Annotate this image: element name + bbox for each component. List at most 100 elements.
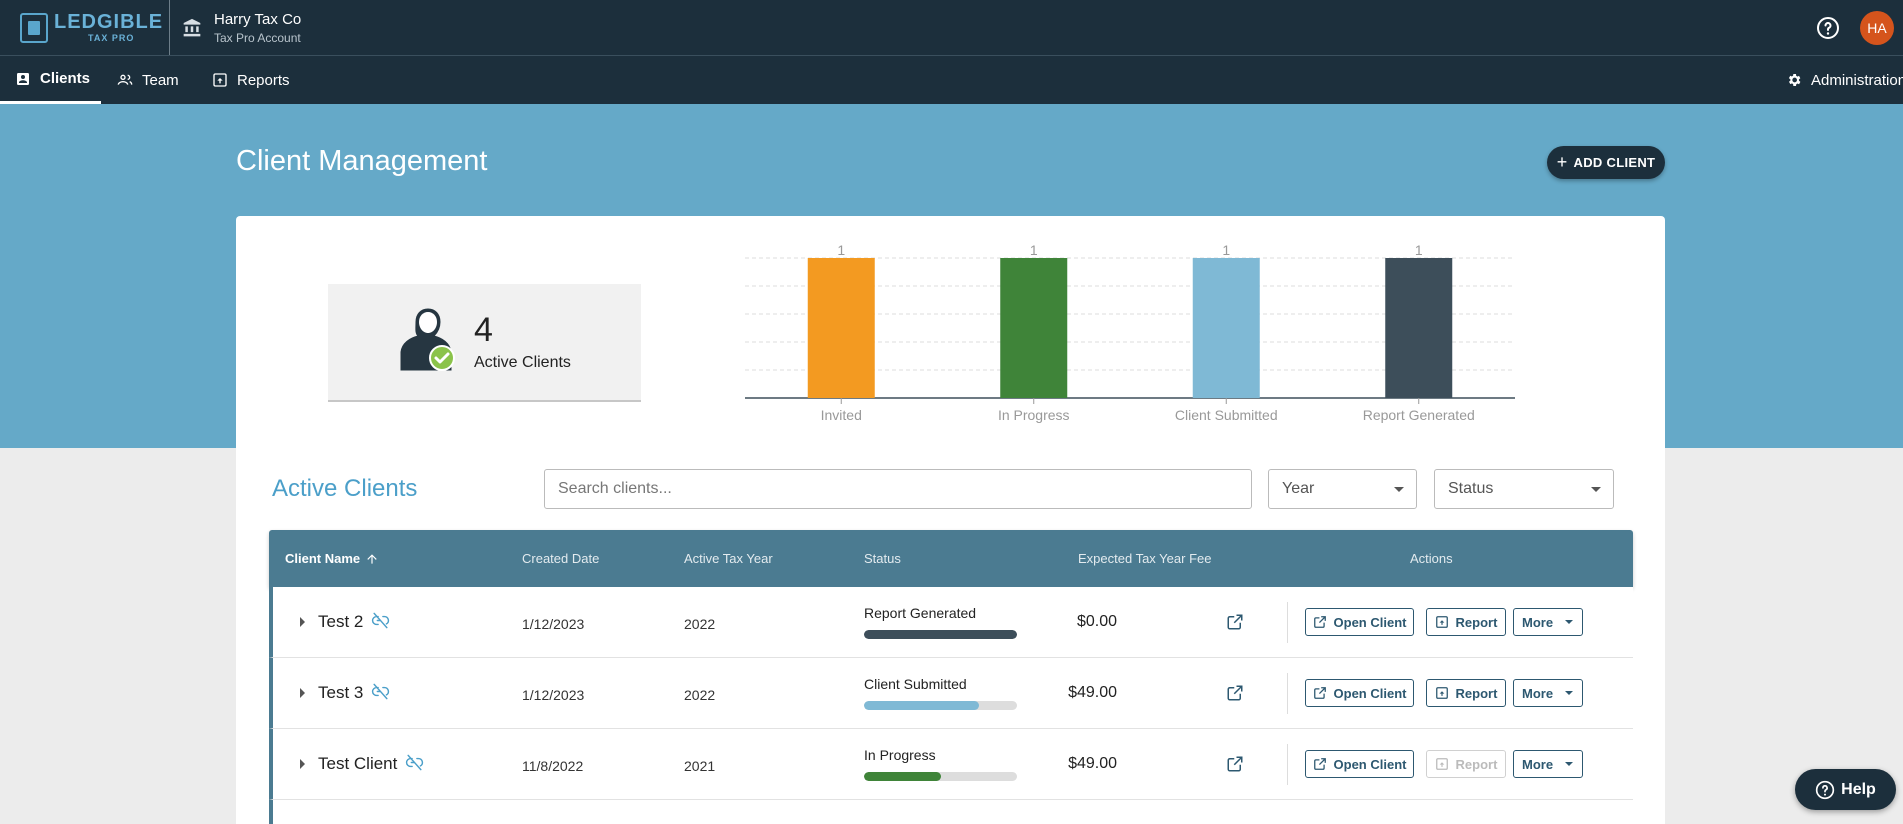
column-created-date[interactable]: Created Date: [522, 551, 600, 566]
client-name: Test 3: [318, 683, 390, 703]
chevron-down-icon: [1565, 620, 1573, 624]
help-circle-icon: [1815, 780, 1835, 799]
active-clients-summary: 4 Active Clients: [328, 284, 641, 402]
client-status-chart: 1 Invited 1 In Progress 1 Client Submitted 1 Re…: [745, 242, 1515, 423]
open-client-label: Open Client: [1333, 614, 1407, 630]
chevron-down-icon: [1565, 762, 1573, 766]
report-icon: [213, 73, 227, 87]
more-label: More: [1522, 685, 1554, 701]
plus-icon: +: [1556, 152, 1568, 172]
edit-fee-icon[interactable]: [1226, 684, 1244, 702]
bar-value-label: 1: [1415, 242, 1423, 258]
expected-fee: $49.00: [1068, 684, 1117, 701]
tab-administration-label: Administration: [1811, 71, 1903, 89]
search-input[interactable]: [544, 469, 1252, 509]
link-off-icon: [372, 683, 390, 699]
status-filter-select[interactable]: Status: [1434, 469, 1614, 509]
tab-clients[interactable]: Clients: [0, 56, 101, 104]
open-client-button[interactable]: Open Client: [1305, 679, 1414, 707]
edit-fee-icon[interactable]: [1226, 613, 1244, 631]
divider: [1287, 673, 1288, 714]
bar-value-label: 1: [837, 242, 845, 258]
column-client-name[interactable]: Client Name: [285, 551, 379, 566]
status-progress-bar: [864, 772, 1017, 781]
active-clients-title: Active Clients: [272, 475, 418, 502]
open-external-icon: [1313, 687, 1326, 699]
active-tax-year: 2022: [684, 687, 716, 703]
table-row: Test 2 1/12/2023 2022 Report Generated $…: [269, 587, 1633, 658]
x-tick-label: Invited: [821, 407, 862, 423]
status-progress-fill: [864, 772, 941, 781]
more-label: More: [1522, 614, 1554, 630]
status-progress-fill: [864, 630, 1017, 639]
ledgible-logo[interactable]: LEDGIBLE TAX PRO: [0, 0, 170, 55]
bar-value-label: 1: [1030, 242, 1038, 258]
account-switcher[interactable]: Harry Tax Co Tax Pro Account: [170, 11, 301, 45]
more-label: More: [1522, 756, 1554, 772]
more-menu-button[interactable]: More: [1513, 608, 1583, 636]
status-text: Report Generated: [864, 605, 977, 621]
tab-administration[interactable]: Administration: [1786, 56, 1903, 104]
tab-team-label: Team: [142, 71, 179, 89]
year-filter-select[interactable]: Year: [1268, 469, 1417, 509]
help-circle-icon[interactable]: [1816, 16, 1840, 40]
status-progress-bar: [864, 630, 1017, 639]
report-button-disabled: Report: [1426, 750, 1506, 778]
active-tax-year: 2022: [684, 616, 716, 632]
contact-icon: [17, 72, 29, 85]
link-off-icon: [372, 612, 390, 628]
top-bar: LEDGIBLE TAX PRO Harry Tax Co Tax Pro Ac…: [0, 0, 1903, 55]
tab-reports[interactable]: Reports: [212, 56, 290, 104]
chevron-down-icon: [1591, 487, 1601, 492]
expand-row-icon[interactable]: [300, 688, 305, 698]
report-button[interactable]: Report: [1426, 679, 1506, 707]
main-nav: Clients Team Reports Administration: [0, 55, 1903, 104]
logo-icon: [20, 12, 48, 43]
open-external-icon: [1313, 616, 1326, 628]
column-expected-fee[interactable]: Expected Tax Year Fee: [1078, 551, 1212, 566]
chart-bar: [1000, 258, 1068, 398]
status-text: In Progress: [864, 747, 936, 763]
report-label: Report: [1455, 614, 1498, 630]
more-menu-button[interactable]: More: [1513, 679, 1583, 707]
open-client-label: Open Client: [1333, 756, 1407, 772]
expected-fee: $0.00: [1076, 613, 1117, 630]
report-label: Report: [1455, 756, 1498, 772]
verified-person-icon: [400, 308, 455, 371]
help-button[interactable]: Help: [1795, 769, 1896, 810]
sort-ascending-icon: [367, 553, 377, 564]
created-date: 1/12/2023: [522, 687, 585, 703]
column-active-tax-year[interactable]: Active Tax Year: [684, 551, 773, 566]
tab-team[interactable]: Team: [117, 56, 179, 104]
x-tick-label: Client Submitted: [1175, 407, 1278, 423]
client-name-text: Test 3: [318, 683, 364, 702]
expand-row-icon[interactable]: [300, 617, 305, 627]
table-row: Test Client 11/8/2022 2021 In Progress $…: [269, 729, 1633, 800]
logo-subtext: TAX PRO: [88, 33, 135, 43]
add-client-button[interactable]: + ADD CLIENT: [1547, 146, 1665, 179]
table-row: [269, 800, 1633, 824]
link-off-icon: [406, 754, 424, 770]
open-client-button[interactable]: Open Client: [1305, 750, 1414, 778]
chevron-down-icon: [1394, 487, 1404, 492]
chart-bar: [1192, 258, 1260, 398]
created-date: 1/12/2023: [522, 616, 585, 632]
active-clients-count: 4: [474, 311, 493, 349]
expand-row-icon[interactable]: [300, 759, 305, 769]
edit-fee-icon[interactable]: [1226, 755, 1244, 773]
gear-icon: [1788, 74, 1801, 86]
tab-clients-label: Clients: [40, 70, 91, 87]
open-external-icon: [1313, 758, 1326, 770]
user-avatar[interactable]: HA: [1860, 11, 1894, 45]
report-icon: [1435, 687, 1448, 699]
report-label: Report: [1455, 685, 1498, 701]
created-date: 11/8/2022: [522, 758, 584, 774]
people-icon: [117, 74, 133, 85]
open-client-button[interactable]: Open Client: [1305, 608, 1414, 636]
report-button[interactable]: Report: [1426, 608, 1506, 636]
org-name: Harry Tax Co: [214, 10, 302, 28]
page-title: Client Management: [236, 145, 488, 177]
column-status[interactable]: Status: [864, 551, 901, 566]
more-menu-button[interactable]: More: [1513, 750, 1583, 778]
table-row: Test 3 1/12/2023 2022 Client Submitted $…: [269, 658, 1633, 729]
